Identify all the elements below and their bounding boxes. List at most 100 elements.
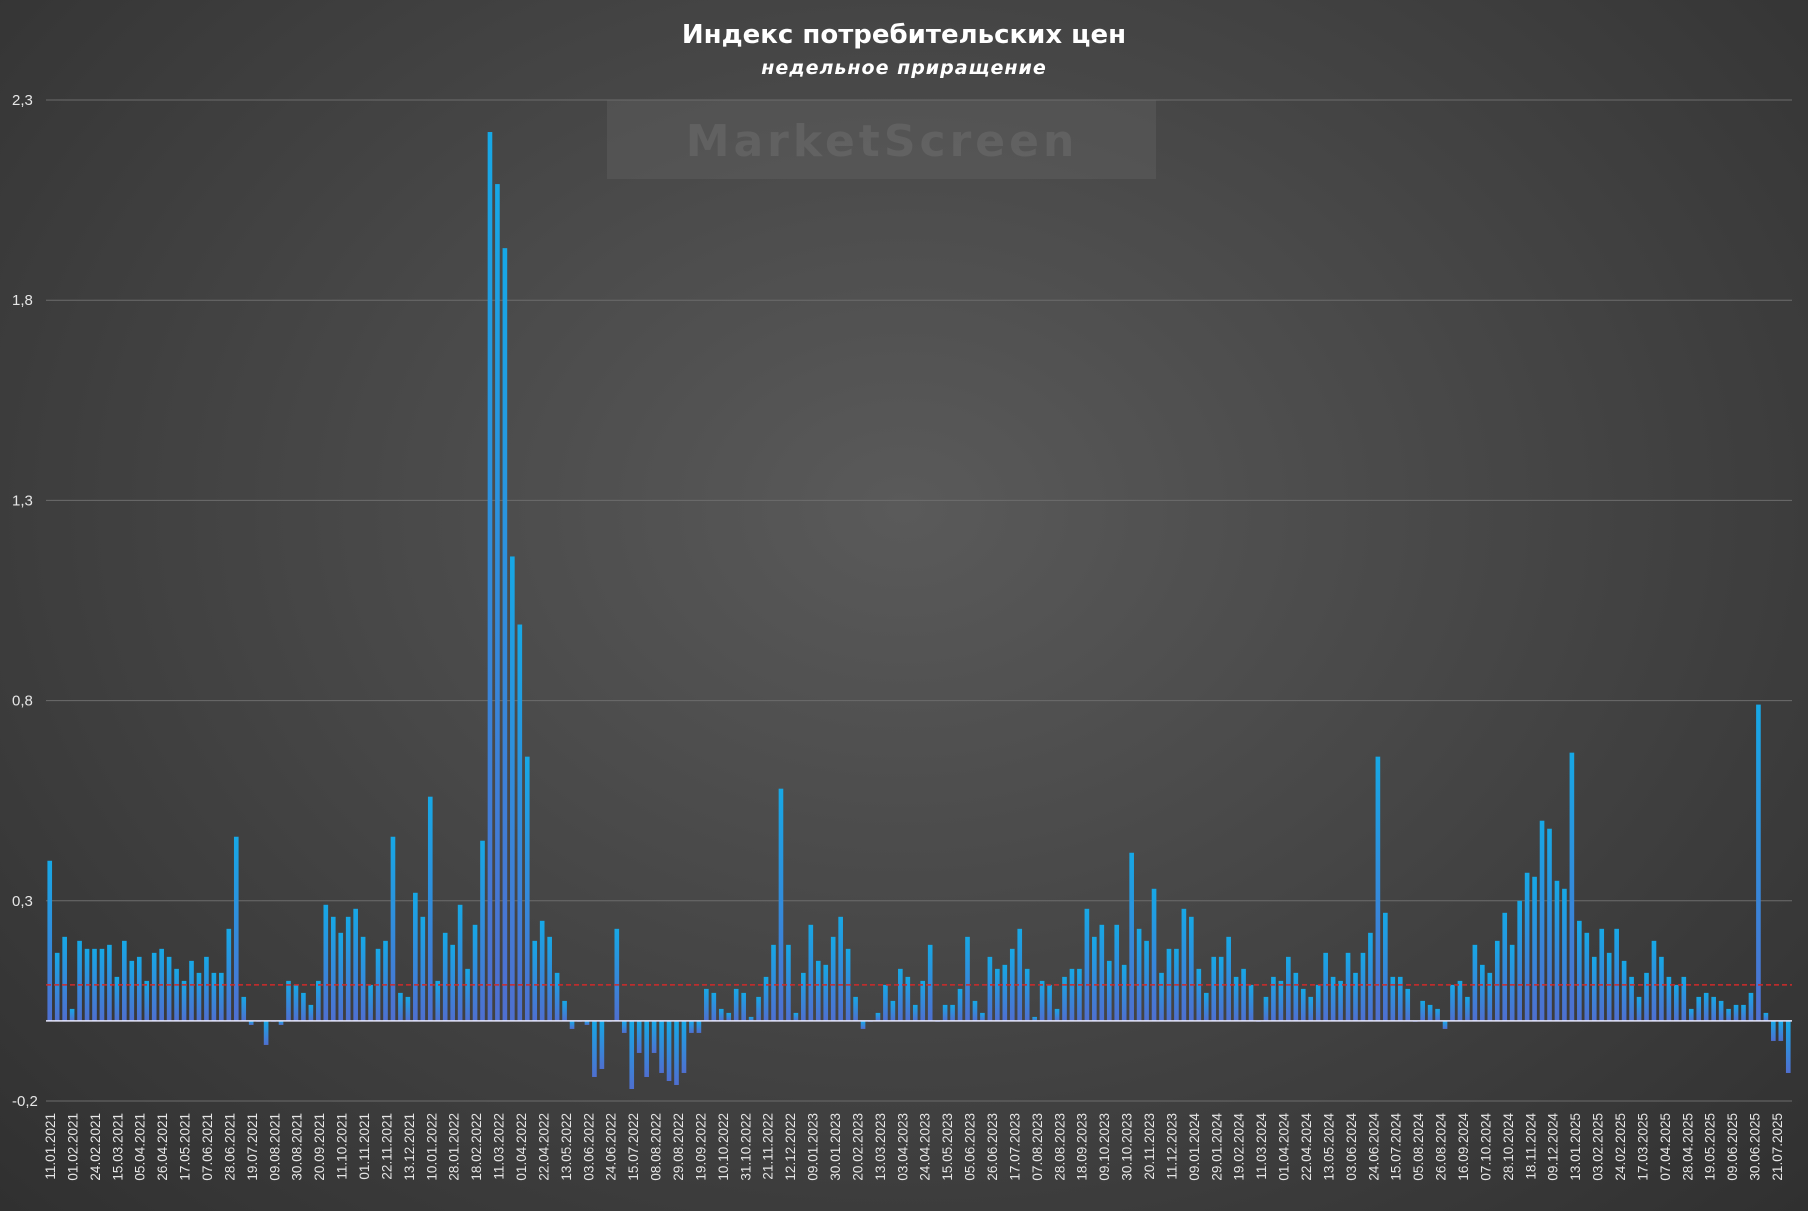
bar xyxy=(1733,1004,1739,1021)
bar xyxy=(733,988,739,1021)
bar xyxy=(122,940,127,1021)
bar xyxy=(1644,972,1649,1021)
bar xyxy=(547,936,552,1021)
x-tick-label: 13.05.2024 xyxy=(1321,1113,1336,1181)
x-tick-label: 15.05.2023 xyxy=(940,1113,955,1181)
bar xyxy=(1763,1012,1769,1021)
bar xyxy=(308,1004,314,1021)
bar xyxy=(1547,828,1552,1021)
bar xyxy=(196,972,202,1021)
bar xyxy=(644,1020,649,1077)
bar xyxy=(472,924,478,1021)
x-tick-label: 31.10.2022 xyxy=(738,1113,753,1181)
x-tick-label: 24.02.2021 xyxy=(88,1113,103,1181)
bar xyxy=(360,936,366,1021)
bar xyxy=(1599,928,1605,1021)
bar xyxy=(1771,1020,1776,1041)
x-tick-label: 28.06.2021 xyxy=(222,1113,237,1181)
bar xyxy=(1017,928,1023,1021)
bar xyxy=(405,996,411,1021)
x-tick-label: 17.05.2021 xyxy=(178,1113,193,1181)
x-tick-label: 29.01.2024 xyxy=(1209,1113,1224,1181)
x-tick-label: 08.08.2022 xyxy=(649,1113,664,1181)
bar xyxy=(1606,952,1612,1021)
bar xyxy=(435,980,441,1021)
chart-title: Индекс потребительских цен xyxy=(682,20,1126,50)
x-tick-label: 01.04.2024 xyxy=(1277,1113,1292,1181)
bar xyxy=(1636,996,1642,1021)
bar xyxy=(286,980,291,1021)
x-tick-label: 09.01.2024 xyxy=(1187,1113,1202,1181)
x-tick-label: 30.10.2023 xyxy=(1120,1113,1135,1181)
bar xyxy=(1047,984,1052,1021)
chart-subtitle: недельное приращение xyxy=(761,57,1047,79)
bar xyxy=(129,960,135,1021)
bar xyxy=(1674,984,1679,1021)
x-tick-label: 01.02.2021 xyxy=(65,1113,80,1181)
bar xyxy=(1121,964,1127,1021)
bar xyxy=(562,1000,567,1021)
bar xyxy=(1308,996,1314,1021)
y-tick-label: 0,3 xyxy=(12,893,33,910)
bar xyxy=(54,952,60,1021)
bar xyxy=(1457,980,1463,1021)
x-tick-label: 11.10.2021 xyxy=(335,1113,350,1180)
x-tick-label: 22.11.2021 xyxy=(379,1113,394,1180)
x-tick-label: 24.02.2025 xyxy=(1613,1113,1628,1181)
bar xyxy=(226,928,232,1021)
bar xyxy=(718,1008,724,1021)
bar xyxy=(368,984,373,1021)
bar xyxy=(1069,968,1075,1021)
bar xyxy=(1211,956,1217,1021)
x-tick-label: 09.01.2023 xyxy=(806,1113,821,1181)
x-tick-label: 13.12.2021 xyxy=(402,1113,417,1181)
bar xyxy=(390,836,396,1021)
bar xyxy=(1718,1000,1724,1021)
bar xyxy=(413,892,418,1021)
bar xyxy=(1002,964,1008,1021)
bar xyxy=(1778,1020,1784,1041)
bar xyxy=(1472,944,1478,1021)
bar xyxy=(1621,960,1627,1021)
bar xyxy=(539,920,545,1021)
bar xyxy=(995,968,1000,1021)
x-tick-label: 10.10.2022 xyxy=(716,1113,731,1181)
bar xyxy=(584,1020,590,1025)
x-tick-label: 03.04.2023 xyxy=(895,1113,910,1181)
bar xyxy=(1666,976,1672,1021)
bar xyxy=(1390,976,1396,1021)
bar xyxy=(211,972,217,1021)
bar xyxy=(1450,984,1455,1021)
y-tick-label: -0,2 xyxy=(12,1093,38,1110)
gridlines xyxy=(46,99,1792,1102)
bar xyxy=(487,132,493,1021)
bar xyxy=(808,924,814,1021)
x-tick-label: 20.02.2023 xyxy=(850,1113,865,1181)
bar xyxy=(1054,1008,1060,1021)
x-tick-label: 21.07.2025 xyxy=(1770,1113,1785,1181)
bar xyxy=(621,1020,627,1033)
bar xyxy=(353,908,358,1021)
bar xyxy=(1562,888,1567,1021)
x-tick-label: 24.06.2022 xyxy=(604,1113,619,1181)
bar xyxy=(681,1020,687,1073)
x-tick-label: 07.10.2024 xyxy=(1478,1113,1493,1181)
bar xyxy=(263,1020,269,1045)
bar xyxy=(1233,976,1239,1021)
x-tick-label: 19.09.2022 xyxy=(693,1113,708,1181)
bar xyxy=(450,944,455,1021)
bar xyxy=(636,1020,642,1053)
bar xyxy=(1099,924,1105,1021)
bar xyxy=(1353,972,1358,1021)
bar xyxy=(965,936,970,1021)
bar xyxy=(1077,968,1082,1021)
bar xyxy=(189,960,194,1021)
x-tick-label: 11.01.2021 xyxy=(43,1113,58,1180)
bar xyxy=(316,980,321,1021)
x-tick-label: 07.08.2023 xyxy=(1030,1113,1045,1181)
bar xyxy=(1203,992,1209,1021)
bar xyxy=(1785,1020,1791,1073)
bar xyxy=(1323,952,1328,1021)
bar xyxy=(763,976,769,1021)
x-tick-label: 30.08.2021 xyxy=(290,1113,305,1181)
